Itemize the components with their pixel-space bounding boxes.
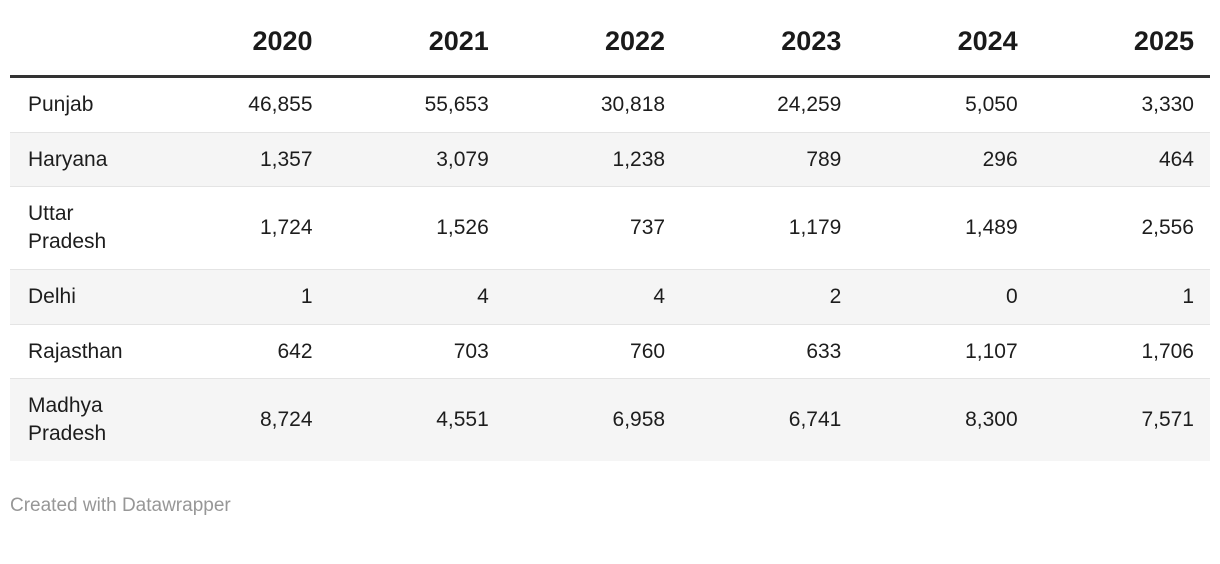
header-cell-2024: 2024 — [857, 14, 1034, 78]
cell-value: 0 — [857, 268, 1034, 325]
cell-value: 789 — [681, 131, 858, 187]
cell-value: 4,551 — [328, 378, 505, 461]
row-label: Haryana — [10, 131, 153, 187]
cell-value: 1,706 — [1033, 323, 1210, 379]
cell-value: 6,741 — [681, 378, 858, 461]
header-cell-2025: 2025 — [1033, 14, 1210, 78]
cell-value: 1,489 — [857, 186, 1034, 270]
header-cell-2023: 2023 — [681, 14, 858, 78]
table-body: Punjab 46,855 55,653 30,818 24,259 5,050… — [10, 77, 1210, 461]
row-label: Punjab — [28, 93, 94, 116]
cell-value: 760 — [504, 323, 682, 379]
table-row-delhi: Delhi 1 4 4 2 0 1 — [10, 268, 1210, 325]
row-label: Rajasthan — [10, 323, 153, 379]
cell-value: 1 — [1033, 268, 1210, 325]
cell-value: 24,259 — [777, 93, 842, 116]
cell-value: 1,526 — [328, 186, 505, 270]
cell-value: 1,357 — [152, 131, 329, 187]
header-cell-2021: 2021 — [328, 14, 505, 78]
footer: Created with Datawrapper — [10, 495, 1210, 517]
cell-value: 46,855 — [248, 93, 313, 116]
cell-value: 1,724 — [152, 186, 329, 270]
datawrapper-credit-link[interactable]: Created with Datawrapper — [10, 494, 231, 516]
cell-value: 8,724 — [152, 378, 329, 461]
cell-value: 642 — [152, 323, 329, 379]
cell-value: 737 — [504, 186, 682, 270]
row-label: Delhi — [10, 268, 153, 325]
cell-value: 1,179 — [681, 186, 858, 270]
cell-value: 296 — [857, 131, 1034, 187]
cell-value: 55,653 — [424, 93, 489, 116]
cell-value: 2 — [681, 268, 858, 325]
table-row-rajasthan: Rajasthan 642 703 760 633 1,107 1,706 — [10, 323, 1210, 379]
cell-value: 7,571 — [1033, 378, 1210, 461]
cell-value: 633 — [681, 323, 858, 379]
row-label: Madhya Pradesh — [10, 378, 153, 461]
cell-value: 4 — [328, 268, 505, 325]
cell-value: 6,958 — [504, 378, 682, 461]
table-row-punjab: Punjab 46,855 55,653 30,818 24,259 5,050… — [10, 77, 1210, 133]
data-table: 2020 2021 2022 2023 2024 2025 Punjab 46,… — [10, 14, 1210, 461]
cell-value: 5,050 — [965, 93, 1018, 116]
cell-value: 464 — [1033, 131, 1210, 187]
header-cell-2022: 2022 — [504, 14, 682, 78]
cell-value: 3,079 — [328, 131, 505, 187]
cell-value: 1,107 — [857, 323, 1034, 379]
cell-value: 703 — [328, 323, 505, 379]
table-header: 2020 2021 2022 2023 2024 2025 — [10, 14, 1210, 78]
row-label: Uttar Pradesh — [10, 186, 153, 270]
cell-value: 1,238 — [504, 131, 682, 187]
header-cell-blank — [10, 14, 153, 78]
cell-value: 3,330 — [1141, 93, 1194, 116]
table-row-haryana: Haryana 1,357 3,079 1,238 789 296 464 — [10, 131, 1210, 187]
cell-value: 4 — [504, 268, 682, 325]
cell-value: 8,300 — [857, 378, 1034, 461]
table-row-uttar-pradesh: Uttar Pradesh 1,724 1,526 737 1,179 1,48… — [10, 186, 1210, 270]
header-cell-2020: 2020 — [152, 14, 329, 78]
cell-value: 30,818 — [600, 93, 666, 116]
header-row: 2020 2021 2022 2023 2024 2025 — [10, 14, 1210, 78]
table-row-madhya-pradesh: Madhya Pradesh 8,724 4,551 6,958 6,741 8… — [10, 378, 1210, 461]
cell-value: 2,556 — [1033, 186, 1210, 270]
cell-value: 1 — [152, 268, 329, 325]
